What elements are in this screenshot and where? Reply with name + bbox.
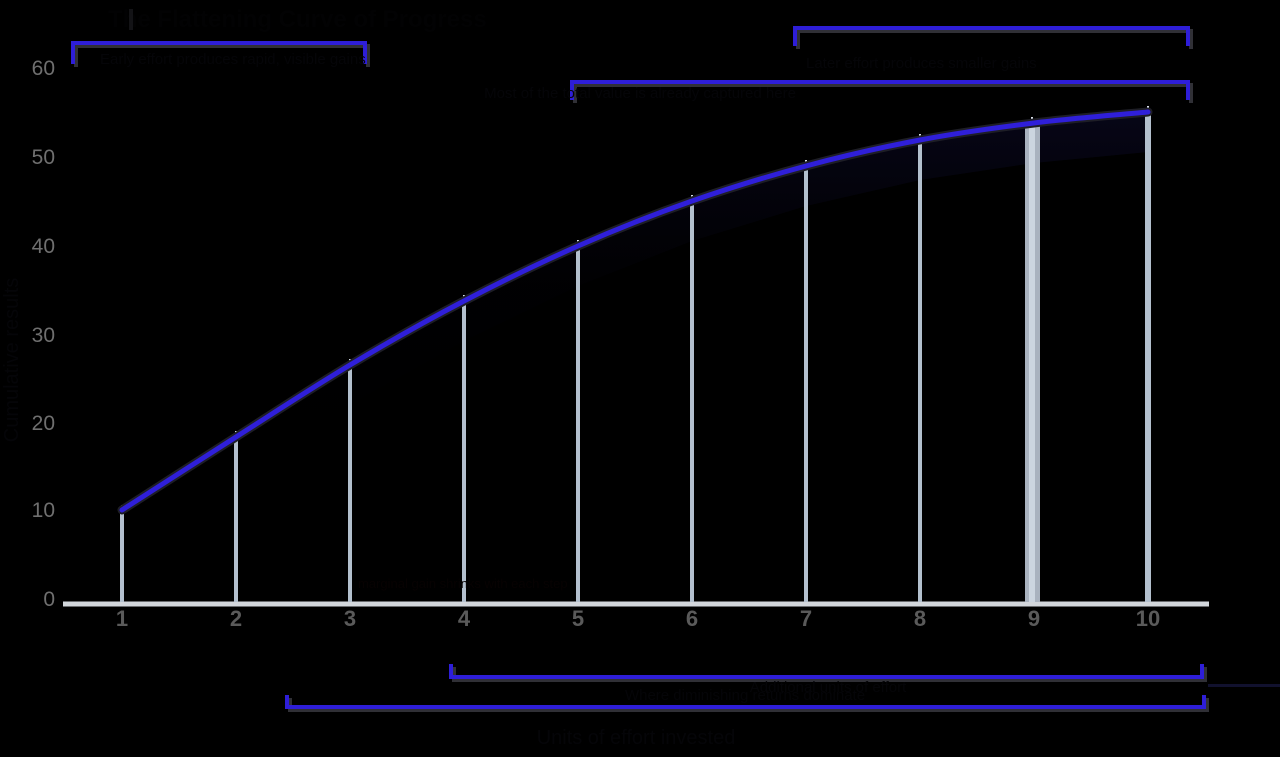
svg-text:4: 4 [458,606,471,631]
svg-text:Later effort produces smaller: Later effort produces smaller gains [806,55,1037,72]
svg-text:0: 0 [43,588,55,611]
svg-text:9: 9 [1028,606,1040,631]
svg-text:Additional units of effort: Additional units of effort [750,679,907,696]
svg-text:10: 10 [32,499,55,522]
svg-text:8: 8 [914,606,926,631]
svg-text:6: 6 [686,606,698,631]
svg-text:3: 3 [344,606,356,631]
svg-text:2: 2 [230,606,242,631]
svg-text:10: 10 [1136,606,1160,631]
svg-text:Cumulative results: Cumulative results [1,278,23,443]
svg-text:Early effort produces rapid, v: Early effort produces rapid, visible gai… [100,51,366,68]
svg-text:1: 1 [116,606,128,631]
svg-text:40: 40 [32,235,55,258]
svg-text:Units of effort invested: Units of effort invested [537,727,736,749]
svg-text:20: 20 [32,412,55,435]
svg-text:Where diminishing returns domi: Where diminishing returns dominate [625,687,865,704]
svg-text:The Flattening Curve of Progre: The Flattening Curve of Progress [108,6,487,33]
svg-text:marginal gain shrinks with eac: marginal gain shrinks with each step [358,576,568,591]
svg-text:5: 5 [572,606,584,631]
svg-text:Most of the total value is alr: Most of the total value is already captu… [484,85,796,102]
svg-text:60: 60 [32,57,55,80]
svg-text:30: 30 [32,324,55,347]
svg-text:50: 50 [32,146,55,169]
svg-text:7: 7 [800,606,812,631]
